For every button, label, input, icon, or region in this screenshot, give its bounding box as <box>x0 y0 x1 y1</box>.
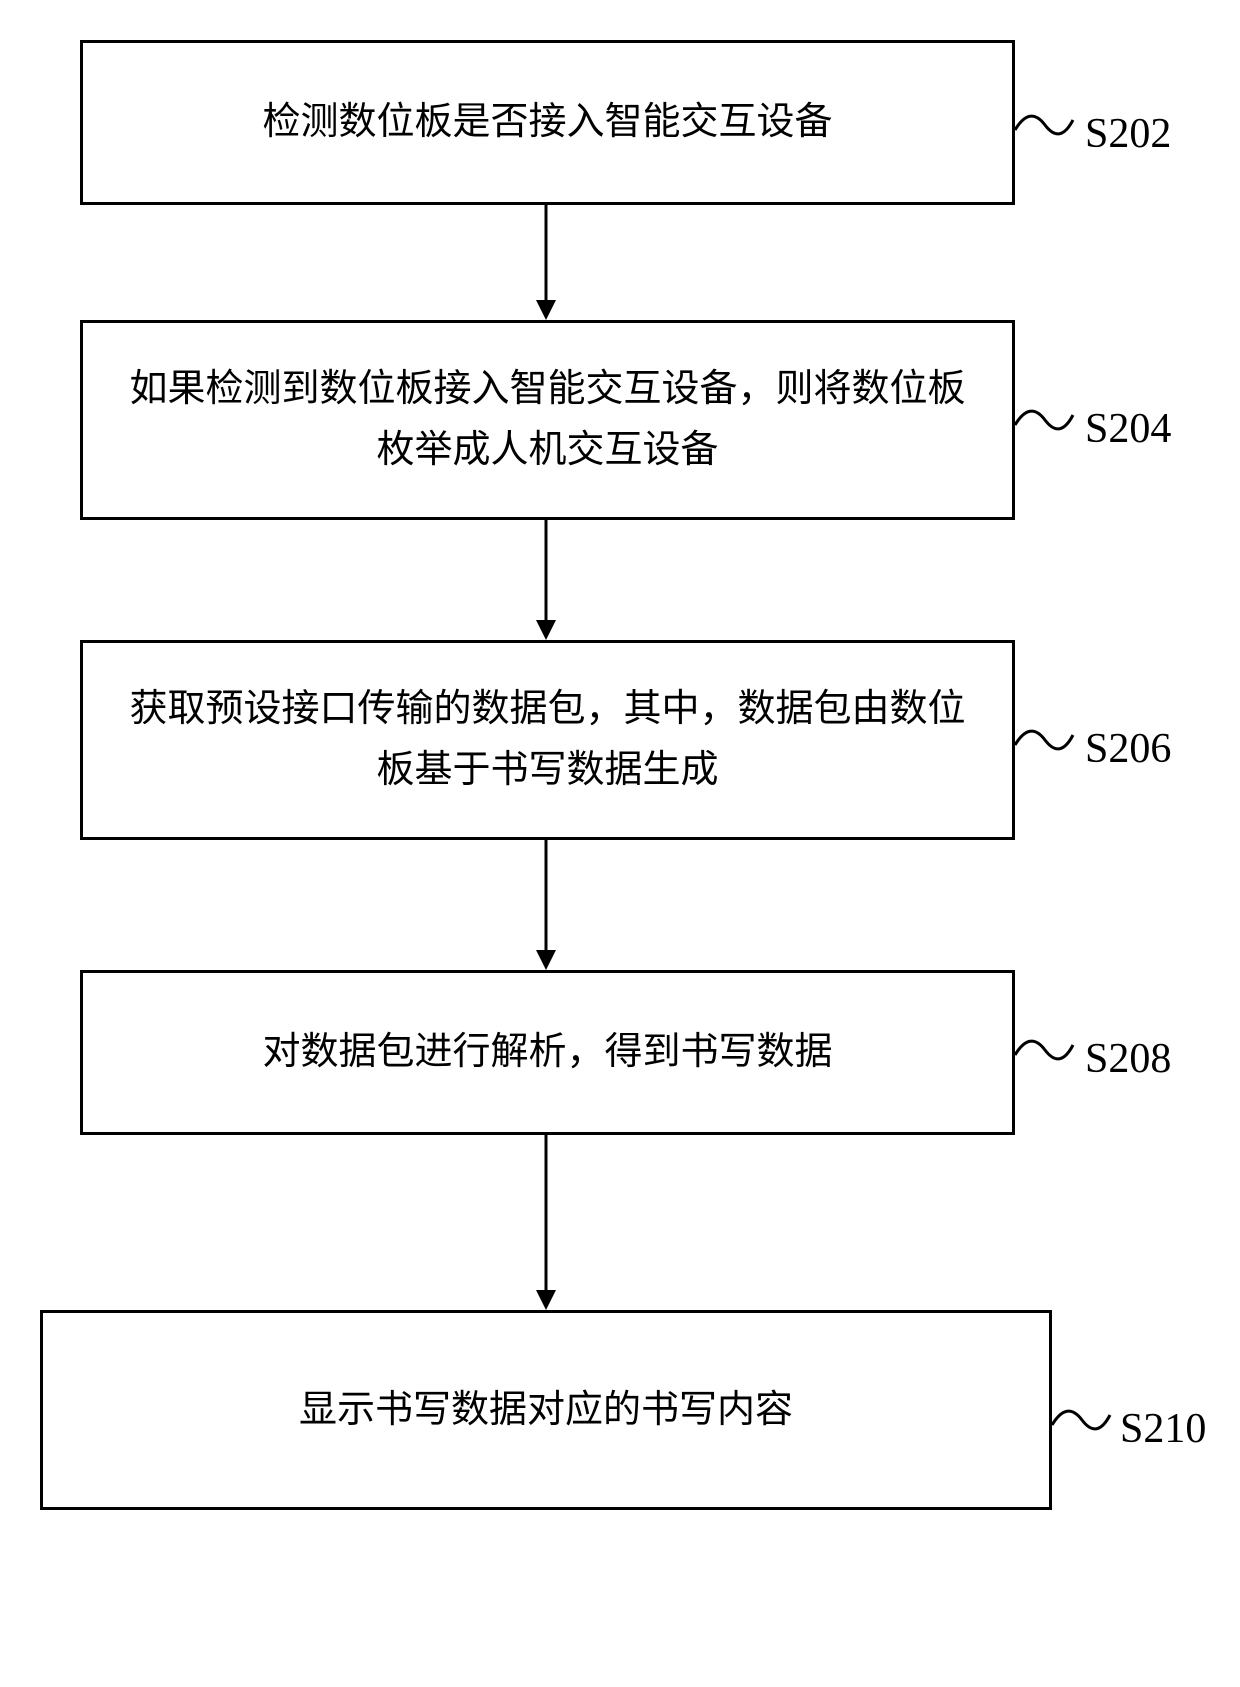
connector-wave-icon <box>1015 100 1075 150</box>
flowchart-node-s208: 对数据包进行解析，得到书写数据 <box>80 970 1015 1135</box>
connector-wave-icon <box>1052 1395 1112 1445</box>
step-label-s204: S204 <box>1085 405 1171 453</box>
node-text: 显示书写数据对应的书写内容 <box>299 1380 793 1441</box>
node-text: 对数据包进行解析，得到书写数据 <box>262 1022 832 1083</box>
arrow-icon <box>530 520 562 640</box>
flowchart-container: 检测数位板是否接入智能交互设备 S202 如果检测到数位板接入智能交互设备，则将… <box>0 0 1240 1687</box>
node-text: 检测数位板是否接入智能交互设备 <box>262 92 832 153</box>
connector-wave-icon <box>1015 715 1075 765</box>
flowchart-node-s206: 获取预设接口传输的数据包，其中，数据包由数位板基于书写数据生成 <box>80 640 1015 840</box>
arrow-icon <box>530 840 562 970</box>
step-label-s208: S208 <box>1085 1035 1171 1083</box>
flowchart-node-s210: 显示书写数据对应的书写内容 <box>40 1310 1052 1510</box>
node-text: 获取预设接口传输的数据包，其中，数据包由数位板基于书写数据生成 <box>113 679 982 801</box>
flowchart-node-s204: 如果检测到数位板接入智能交互设备，则将数位板枚举成人机交互设备 <box>80 320 1015 520</box>
connector-wave-icon <box>1015 1025 1075 1075</box>
step-label-s206: S206 <box>1085 725 1171 773</box>
node-text: 如果检测到数位板接入智能交互设备，则将数位板枚举成人机交互设备 <box>113 359 982 481</box>
step-label-s202: S202 <box>1085 110 1171 158</box>
arrow-icon <box>530 205 562 320</box>
step-label-s210: S210 <box>1120 1405 1206 1453</box>
connector-wave-icon <box>1015 395 1075 445</box>
arrow-icon <box>530 1135 562 1310</box>
flowchart-node-s202: 检测数位板是否接入智能交互设备 <box>80 40 1015 205</box>
